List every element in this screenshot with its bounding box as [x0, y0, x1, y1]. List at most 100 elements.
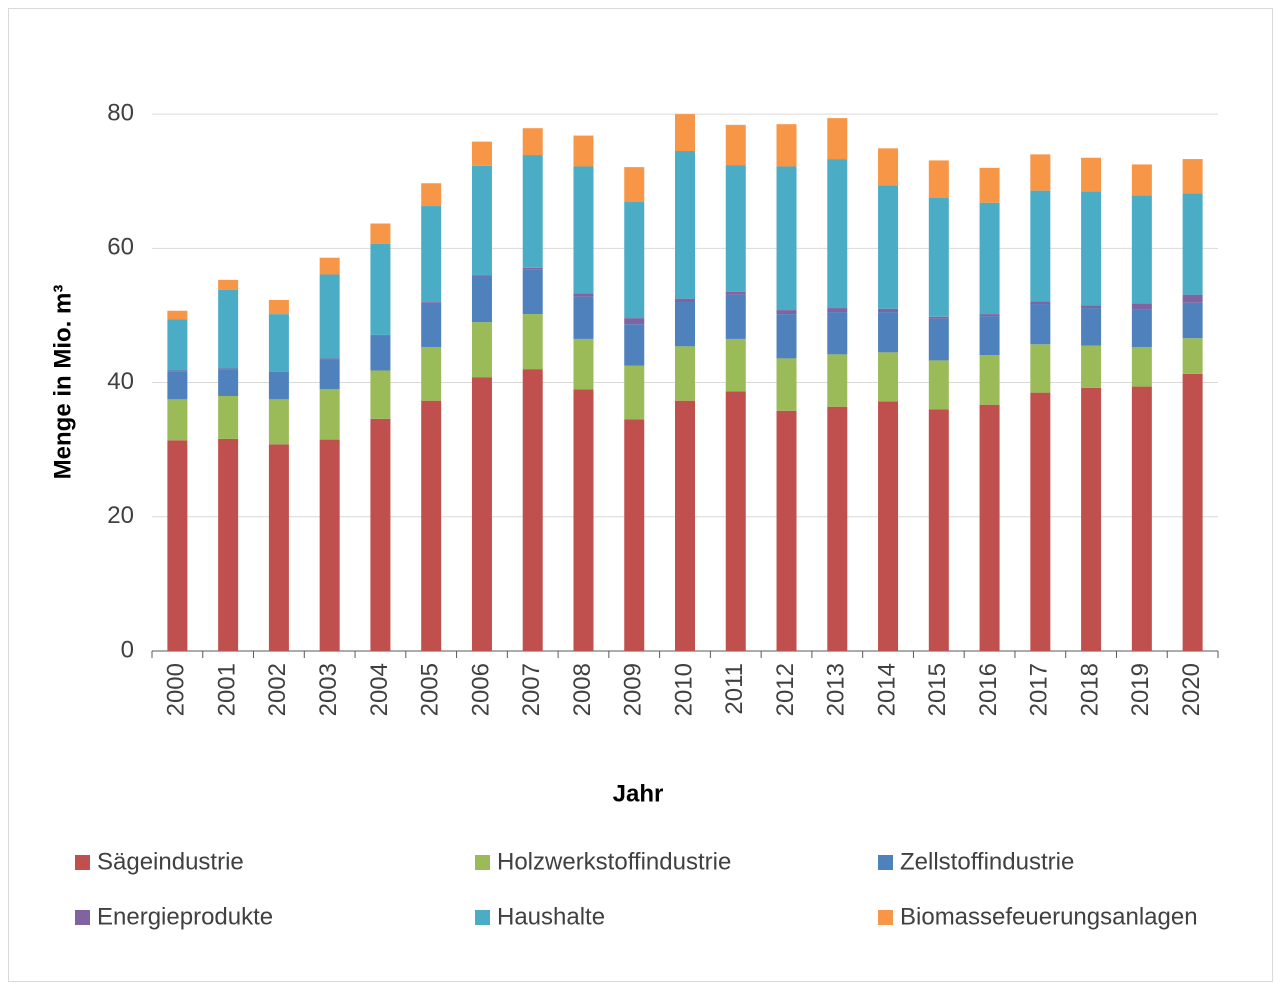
bar-segment: [370, 418, 391, 651]
bar-segment: [624, 419, 645, 651]
x-tick-label: 2012: [772, 663, 799, 716]
x-tick-label: 2005: [417, 663, 444, 716]
bar-segment: [878, 308, 899, 313]
bar-segment: [776, 124, 797, 167]
bar-segment: [675, 151, 695, 299]
bar-segment: [725, 165, 746, 292]
bar-segment: [675, 400, 695, 651]
bar-segment: [1182, 193, 1203, 295]
bar-segment: [928, 316, 949, 319]
bar-segment: [319, 274, 340, 359]
legend-label: Biomassefeuerungsanlagen: [900, 903, 1198, 930]
bar-segment: [167, 440, 188, 651]
bar-segment: [624, 202, 645, 319]
x-tick-label: 2013: [823, 663, 850, 716]
bar-segment: [319, 359, 340, 390]
bar-segment: [675, 346, 695, 401]
x-tick-label: 2011: [721, 663, 748, 715]
bar-segment: [624, 324, 645, 366]
bar-segment: [827, 406, 848, 651]
bar-segment: [319, 257, 340, 275]
legend-label: Sägeindustrie: [97, 848, 244, 875]
bar-segment: [167, 370, 188, 372]
legend-swatch: [475, 910, 490, 925]
x-tick-label: 2004: [366, 663, 393, 716]
bar-segment: [268, 300, 289, 315]
bar-segment: [268, 371, 289, 372]
bar-segment: [878, 148, 899, 186]
legend-label: Haushalte: [497, 903, 605, 930]
bar-segment: [471, 275, 492, 277]
bar-segment: [573, 135, 594, 167]
y-tick-label: 20: [107, 502, 134, 529]
bar-segment: [776, 310, 797, 315]
bar-segment: [979, 167, 1000, 203]
x-tick-label: 2003: [315, 663, 342, 716]
bar-segment: [624, 167, 645, 203]
bar-segment: [1081, 387, 1102, 651]
bar-segment: [827, 354, 848, 407]
bar-segment: [1182, 338, 1203, 374]
bar-segment: [725, 291, 746, 295]
bar-segment: [827, 159, 848, 309]
bar-segment: [319, 389, 340, 440]
bar-segment: [471, 377, 492, 651]
bar-segment: [421, 302, 442, 303]
bar-segment: [370, 223, 391, 244]
bar-segment: [1030, 154, 1051, 191]
bar-segment: [1030, 392, 1051, 651]
legend-label: Holzwerkstoffindustrie: [497, 848, 731, 875]
bar-segment: [319, 439, 340, 651]
bar-segment: [878, 401, 899, 651]
bar-segment: [928, 160, 949, 198]
bar-segment: [928, 198, 949, 317]
x-tick-label: 2017: [1026, 663, 1053, 716]
bar-segment: [725, 391, 746, 651]
bar-segment: [1182, 159, 1203, 194]
bar-segment: [167, 399, 188, 441]
bar-segment: [725, 338, 746, 392]
bar-segment: [1081, 305, 1102, 309]
legend-label: Zellstoffindustrie: [900, 848, 1074, 875]
y-tick-label: 0: [121, 636, 134, 663]
x-tick-label: 2015: [924, 663, 951, 716]
bar-segment: [421, 183, 442, 207]
legend-swatch: [878, 910, 893, 925]
bar-segment: [776, 166, 797, 311]
bar-segment: [1182, 302, 1203, 339]
bar-segment: [1081, 308, 1102, 346]
bar-segment: [522, 269, 543, 315]
legend-label: Energieprodukte: [97, 903, 273, 930]
bar-segment: [878, 312, 899, 353]
bar-segment: [725, 124, 746, 166]
x-tick-label: 2007: [518, 663, 545, 716]
x-tick-label: 2014: [873, 663, 900, 716]
bar-segment: [928, 318, 949, 361]
bar-segment: [370, 334, 391, 336]
bar-segment: [624, 318, 645, 325]
bar-segment: [218, 438, 239, 651]
legend-swatch: [878, 855, 893, 870]
bar-segment: [573, 296, 594, 339]
bar-segment: [979, 316, 1000, 356]
bar-segment: [776, 358, 797, 411]
bar-segment: [522, 314, 543, 370]
bar-segment: [1131, 303, 1152, 310]
bar-segment: [1131, 386, 1152, 651]
bar-segment: [1182, 294, 1203, 303]
bar-segment: [218, 368, 239, 370]
bar-segment: [1131, 164, 1152, 196]
bar-segment: [979, 314, 1000, 317]
bar-segment: [1131, 309, 1152, 347]
x-tick-label: 2020: [1178, 663, 1205, 716]
bar-segment: [218, 369, 239, 396]
bar-segment: [1030, 344, 1051, 393]
x-axis-title: Jahr: [613, 780, 664, 807]
bar-segment: [878, 185, 899, 309]
bar-segment: [471, 322, 492, 378]
bar-segment: [1030, 301, 1051, 305]
bar-segment: [725, 294, 746, 339]
bar-segment: [319, 358, 340, 360]
bar-segment: [370, 370, 391, 419]
